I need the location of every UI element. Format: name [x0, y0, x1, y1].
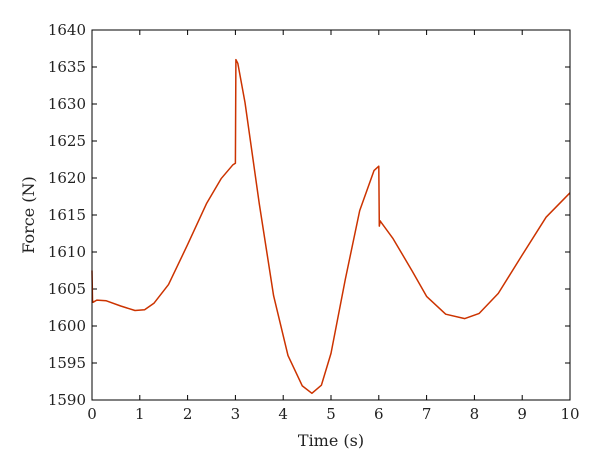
series-line-0	[91, 58, 571, 395]
y-tick-label: 1625	[48, 132, 86, 150]
x-tick-label: 2	[183, 405, 193, 423]
y-tick-label: 1615	[48, 206, 86, 224]
x-tick-label: 1	[135, 405, 145, 423]
y-tick-label: 1590	[48, 391, 86, 409]
y-tick-label: 1600	[48, 317, 86, 335]
y-tick-label: 1620	[48, 169, 86, 187]
x-tick-label: 0	[87, 405, 97, 423]
x-tick-label: 8	[470, 405, 480, 423]
y-tick-label: 1635	[48, 58, 86, 76]
y-tick-label: 1595	[48, 354, 86, 372]
x-tick-label: 10	[560, 405, 579, 423]
y-tick-label: 1640	[48, 21, 86, 39]
x-tick-label: 3	[231, 405, 241, 423]
x-tick-label: 4	[278, 405, 288, 423]
series-layer	[91, 58, 571, 395]
x-tick-label: 6	[374, 405, 384, 423]
x-axis-label: Time (s)	[298, 431, 364, 450]
x-tick-label: 9	[517, 405, 527, 423]
ticks-layer: 0 1 2 3 4 5 6 7 8 9 10 1590 1595 1600 1605 1610 1615 1620…	[48, 21, 580, 423]
y-tick-label: 1630	[48, 95, 86, 113]
y-axis-label: Force (N)	[19, 176, 38, 254]
x-tick-label: 7	[422, 405, 432, 423]
y-tick-label: 1610	[48, 243, 86, 261]
x-tick-label: 5	[326, 405, 336, 423]
plot-frame	[91, 29, 571, 401]
y-tick-label: 1605	[48, 280, 86, 298]
